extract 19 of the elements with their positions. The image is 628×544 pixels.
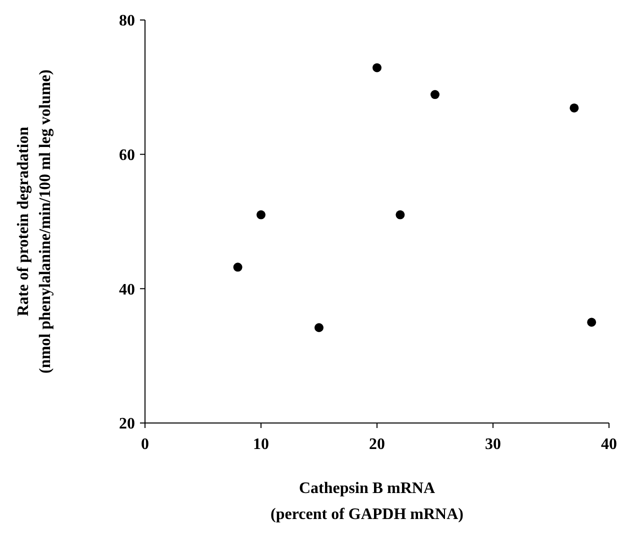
point xyxy=(570,103,579,112)
y-tick-label: 40 xyxy=(119,281,135,298)
x-tick-label: 30 xyxy=(485,436,501,453)
point xyxy=(396,210,405,220)
point xyxy=(233,262,242,272)
x-tick-label: 10 xyxy=(253,436,269,453)
x-tick-label: 40 xyxy=(601,436,617,453)
y-tick-label: 20 xyxy=(119,416,135,433)
point xyxy=(314,323,324,332)
x-tick-label: 20 xyxy=(369,436,385,453)
point xyxy=(256,210,266,220)
point xyxy=(587,318,596,327)
x-tick-label: 0 xyxy=(141,436,149,453)
point xyxy=(430,90,440,100)
point xyxy=(372,63,382,72)
y-axis-title: Rate of protein degradation (nmol phenylalanine/min/100 ml leg volume) xyxy=(15,69,54,374)
y-tick-label: 60 xyxy=(119,146,135,164)
x-axis-title: Cathepsin B mRNA (percent of GAPDH mRNA) xyxy=(270,480,464,523)
y-tick-label: 80 xyxy=(119,12,135,30)
